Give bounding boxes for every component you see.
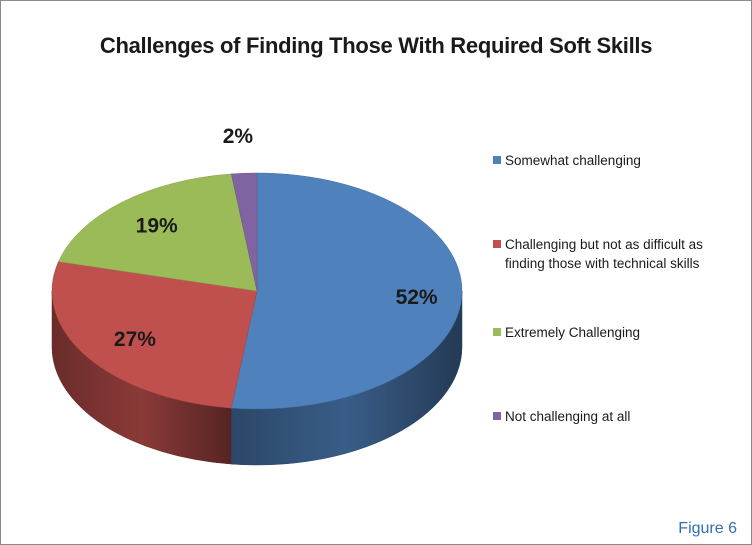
legend-swatch (493, 240, 501, 248)
legend-swatch (493, 412, 501, 420)
legend-label: Not challenging at all (505, 409, 631, 424)
data-label-19pct: 19% (136, 215, 178, 238)
legend-label: Challenging but not as difficult as find… (505, 237, 703, 271)
chart-title: Challenges of Finding Those With Require… (99, 33, 653, 58)
legend-label: Somewhat challenging (505, 153, 641, 168)
legend-swatch (493, 328, 501, 336)
data-label-27pct: 27% (114, 328, 156, 351)
legend-swatch (493, 156, 501, 164)
legend-item-extremely-challenging: Extremely Challenging (493, 323, 740, 342)
legend-item-not-challenging-at-all: Not challenging at all (493, 407, 740, 426)
figure-label: Figure 6 (678, 520, 737, 537)
pie-slice-somewhat-challenging (231, 172, 463, 410)
data-label-2pct: 2% (223, 125, 254, 148)
legend-label: Extremely Challenging (505, 325, 641, 340)
data-label-52pct: 52% (396, 286, 438, 309)
legend-item-somewhat-challenging: Somewhat challenging (493, 151, 740, 170)
pie-slice-not-challenging-at-all (231, 172, 258, 292)
pie-slice-extremely-challenging (58, 173, 258, 292)
legend-item-challenging-but-not-as-difficult: Challenging but not as difficult as find… (493, 235, 740, 273)
pie-slice-challenging-but-not-as-difficu (51, 261, 258, 409)
